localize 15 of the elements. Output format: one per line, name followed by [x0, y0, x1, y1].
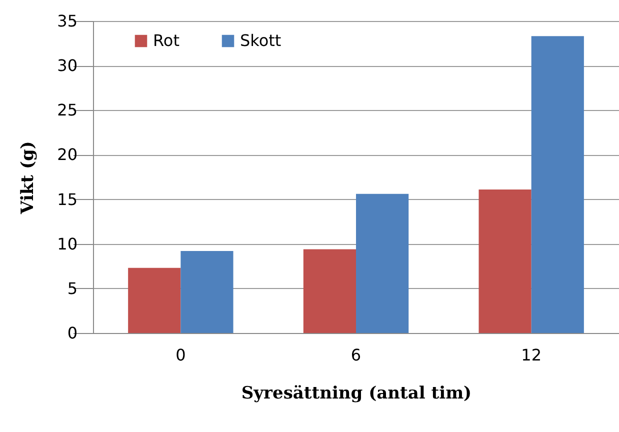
x-tick-label: 0: [176, 346, 186, 364]
legend-label: Skott: [240, 31, 282, 50]
y-tick-label: 20: [57, 145, 78, 164]
y-tick-label: 5: [67, 278, 78, 298]
y-tick-label: 30: [57, 56, 78, 76]
x-tick-label: 6: [350, 346, 362, 364]
y-tick-label: 0: [67, 324, 78, 342]
x-tick-label: 12: [521, 346, 542, 364]
y-tick-label: 25: [57, 100, 78, 120]
legend-label: Rot: [153, 31, 180, 50]
y-tick-label: 35: [57, 12, 78, 30]
y-tick-label: 10: [57, 234, 78, 254]
y-axis-title: Vikt (g): [18, 141, 38, 215]
x-axis-title: Syresättning (antal tim): [241, 384, 472, 404]
y-tick-label: 15: [57, 190, 78, 209]
